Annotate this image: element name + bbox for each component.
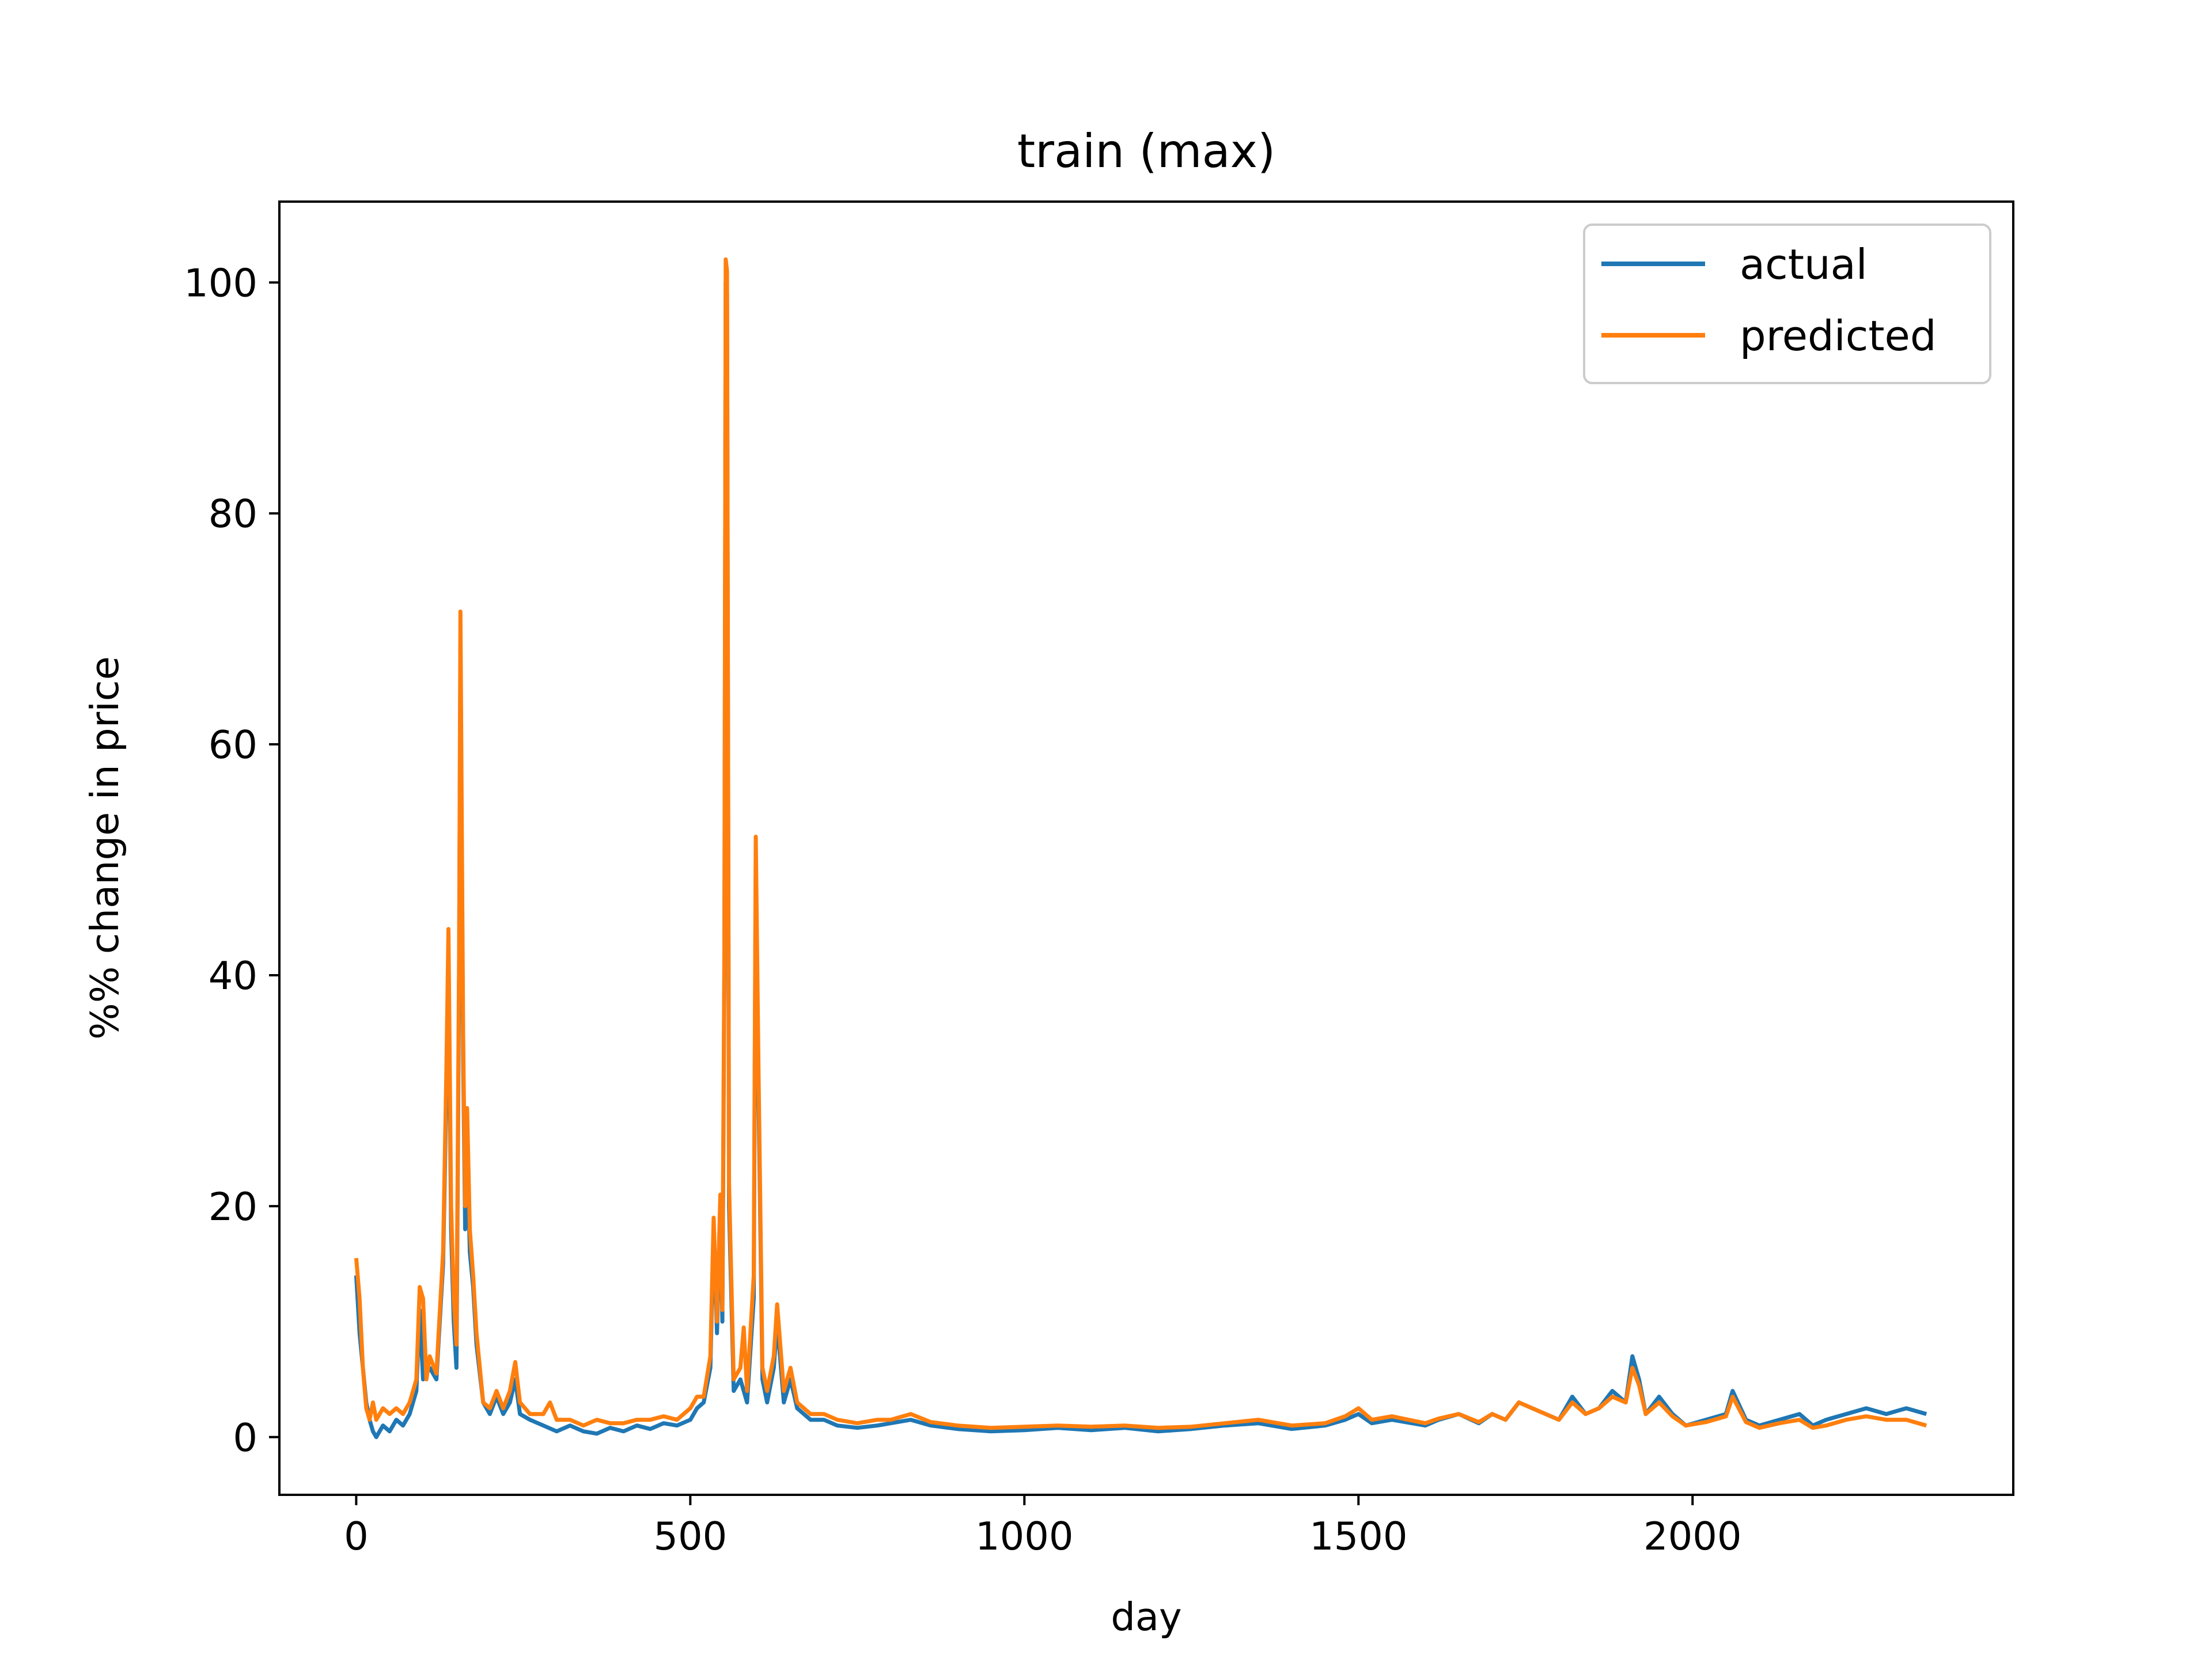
series-layer (354, 257, 1927, 1440)
plot-area: 0 500 1000 1500 2000 0 20 40 60 80 100 (184, 200, 2014, 1559)
series-line-predicted (354, 257, 1927, 1430)
y-tick-label: 80 (209, 491, 257, 536)
legend-label-predicted: predicted (1740, 312, 1937, 360)
x-tick-label: 1000 (975, 1514, 1074, 1559)
x-axis-ticks: 0 500 1000 1500 2000 (344, 1495, 1741, 1559)
y-tick-label: 40 (209, 953, 257, 998)
x-tick-label: 500 (653, 1514, 727, 1559)
y-axis-ticks: 0 20 40 60 80 100 (184, 260, 279, 1460)
axes-frame (278, 200, 2014, 1496)
chart-title: train (max) (1017, 124, 1275, 178)
x-axis-label: day (1111, 1594, 1181, 1639)
y-tick-label: 0 (233, 1415, 257, 1460)
y-tick-label: 60 (209, 722, 257, 767)
x-tick-label: 0 (344, 1514, 369, 1559)
legend-label-actual: actual (1740, 240, 1868, 289)
x-tick-label: 2000 (1643, 1514, 1742, 1559)
y-tick-label: 100 (184, 260, 257, 305)
y-tick-label: 20 (209, 1184, 257, 1229)
x-tick-label: 1500 (1309, 1514, 1408, 1559)
y-axis-label: %% change in price (82, 656, 127, 1040)
legend: actual predicted (1583, 224, 1991, 384)
